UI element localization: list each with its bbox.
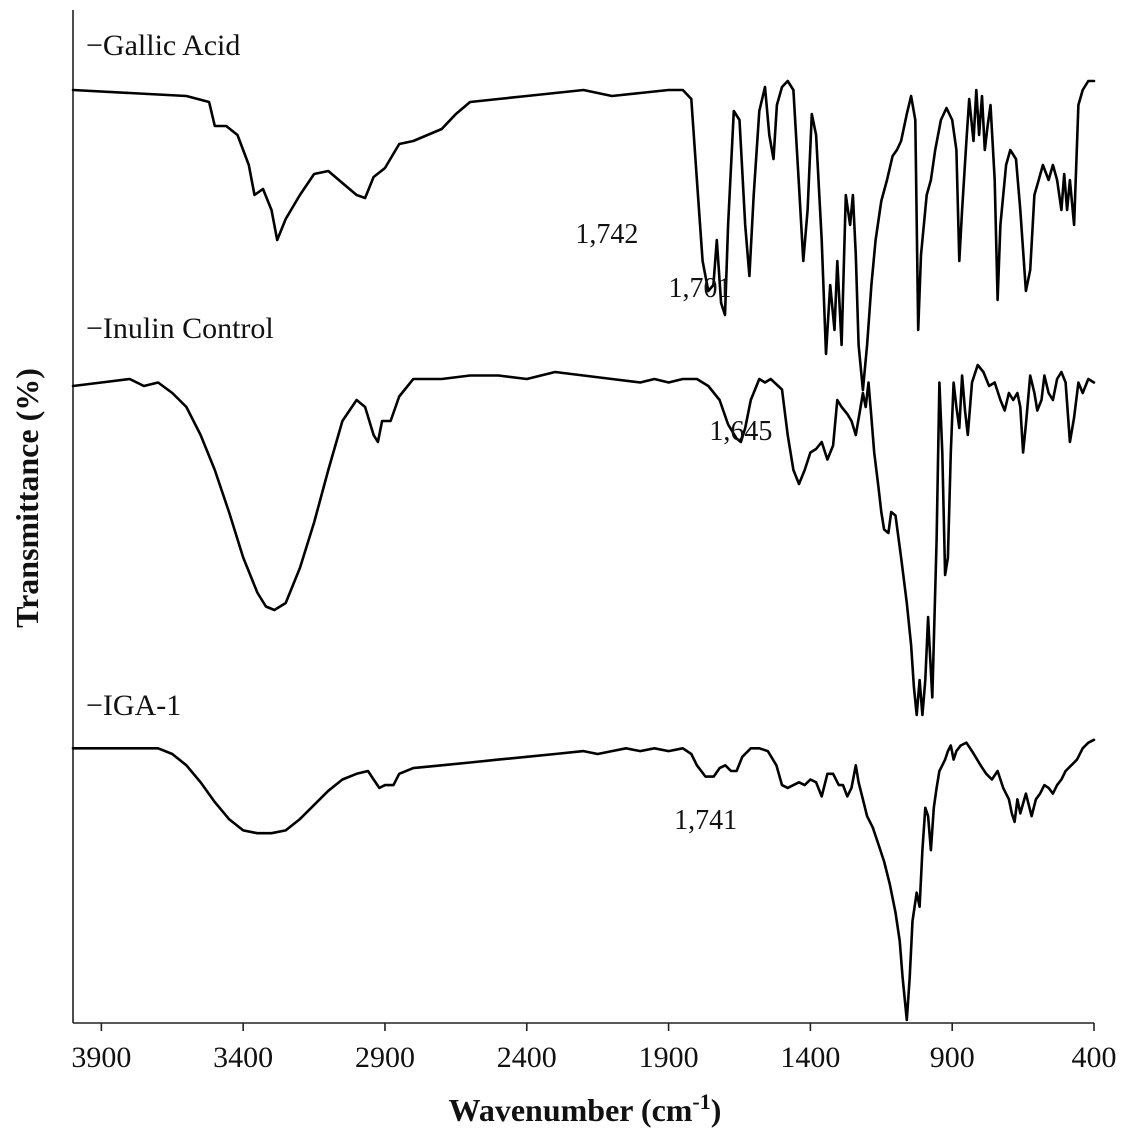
series-label: −Gallic Acid bbox=[86, 29, 240, 62]
x-tick-label: 1900 bbox=[639, 1041, 699, 1074]
x-tick-label: 900 bbox=[930, 1041, 975, 1074]
series-line-iga-1 bbox=[73, 740, 1094, 1020]
labels: −Gallic Acid 1,742 1,701 −Inulin Control 1,6… bbox=[86, 29, 772, 836]
series-line-inulin-control bbox=[73, 365, 1094, 715]
x-tick-label: 1400 bbox=[780, 1041, 840, 1074]
x-tick-label: 3400 bbox=[213, 1041, 273, 1074]
axes: 3900 3400 2900 2400 1900 1400 900 400 bbox=[71, 10, 1116, 1074]
peak-annotation: 1,701 bbox=[669, 273, 732, 304]
x-tick-label: 2900 bbox=[355, 1041, 415, 1074]
series-label: −IGA-1 bbox=[86, 689, 181, 722]
x-tick-label: 400 bbox=[1072, 1041, 1117, 1074]
peak-annotation: 1,645 bbox=[709, 416, 772, 447]
x-axis-title-suffix: ) bbox=[711, 1092, 722, 1128]
y-axis-title: Transmittance (%) bbox=[9, 368, 45, 628]
peak-annotation: 1,741 bbox=[674, 805, 737, 836]
x-axis-title-main: Wavenumber (cm bbox=[449, 1092, 693, 1128]
series-label: −Inulin Control bbox=[86, 312, 274, 345]
x-axis-title-sup: -1 bbox=[692, 1089, 710, 1114]
x-tick-label: 3900 bbox=[71, 1041, 131, 1074]
x-tick-label: 2400 bbox=[497, 1041, 557, 1074]
peak-annotation: 1,742 bbox=[575, 219, 638, 250]
x-axis-title: Wavenumber (cm-1) bbox=[449, 1089, 722, 1128]
